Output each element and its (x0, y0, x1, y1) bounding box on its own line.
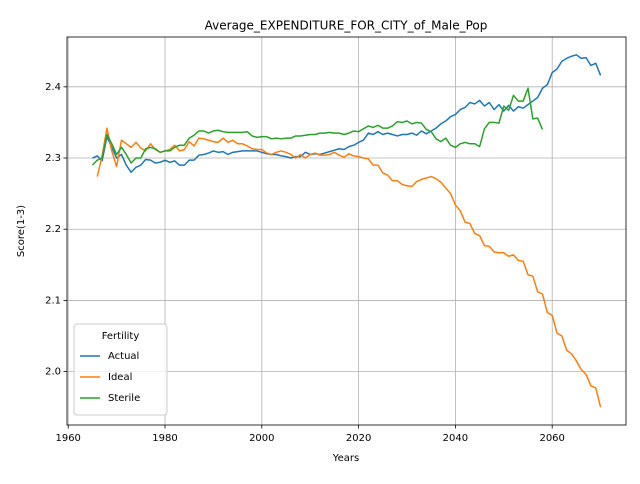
y-tick-label: 2.3 (45, 153, 61, 164)
x-axis-label: Years (332, 453, 359, 464)
series-line (91, 87, 544, 166)
y-tick-label: 2.1 (45, 295, 61, 306)
x-tick-label: 1960 (55, 433, 80, 444)
plot-frame (66, 36, 627, 426)
y-tick-label: 2.0 (45, 367, 61, 378)
legend: Fertility Actual Ideal Sterile (73, 323, 168, 416)
chart-title: Average_EXPENDITURE_FOR_CITY_of_Male_Pop (205, 19, 488, 33)
x-tick-label: 2060 (539, 433, 564, 444)
legend-label: Sterile (108, 393, 140, 404)
y-tick-label: 2.2 (45, 224, 61, 235)
x-tick-label: 2000 (249, 433, 274, 444)
series-line (92, 54, 602, 174)
legend-label: Ideal (108, 372, 132, 383)
x-tick-label: 1980 (152, 433, 177, 444)
legend-box (73, 323, 168, 416)
series-line (96, 127, 602, 408)
legend-label: Actual (108, 351, 139, 362)
y-axis-label: Score(1-3) (16, 205, 27, 257)
legend-title: Fertility (102, 331, 140, 342)
x-tick-label: 2020 (346, 433, 371, 444)
x-tick-label: 2040 (443, 433, 468, 444)
y-tick-label: 2.4 (45, 82, 61, 93)
